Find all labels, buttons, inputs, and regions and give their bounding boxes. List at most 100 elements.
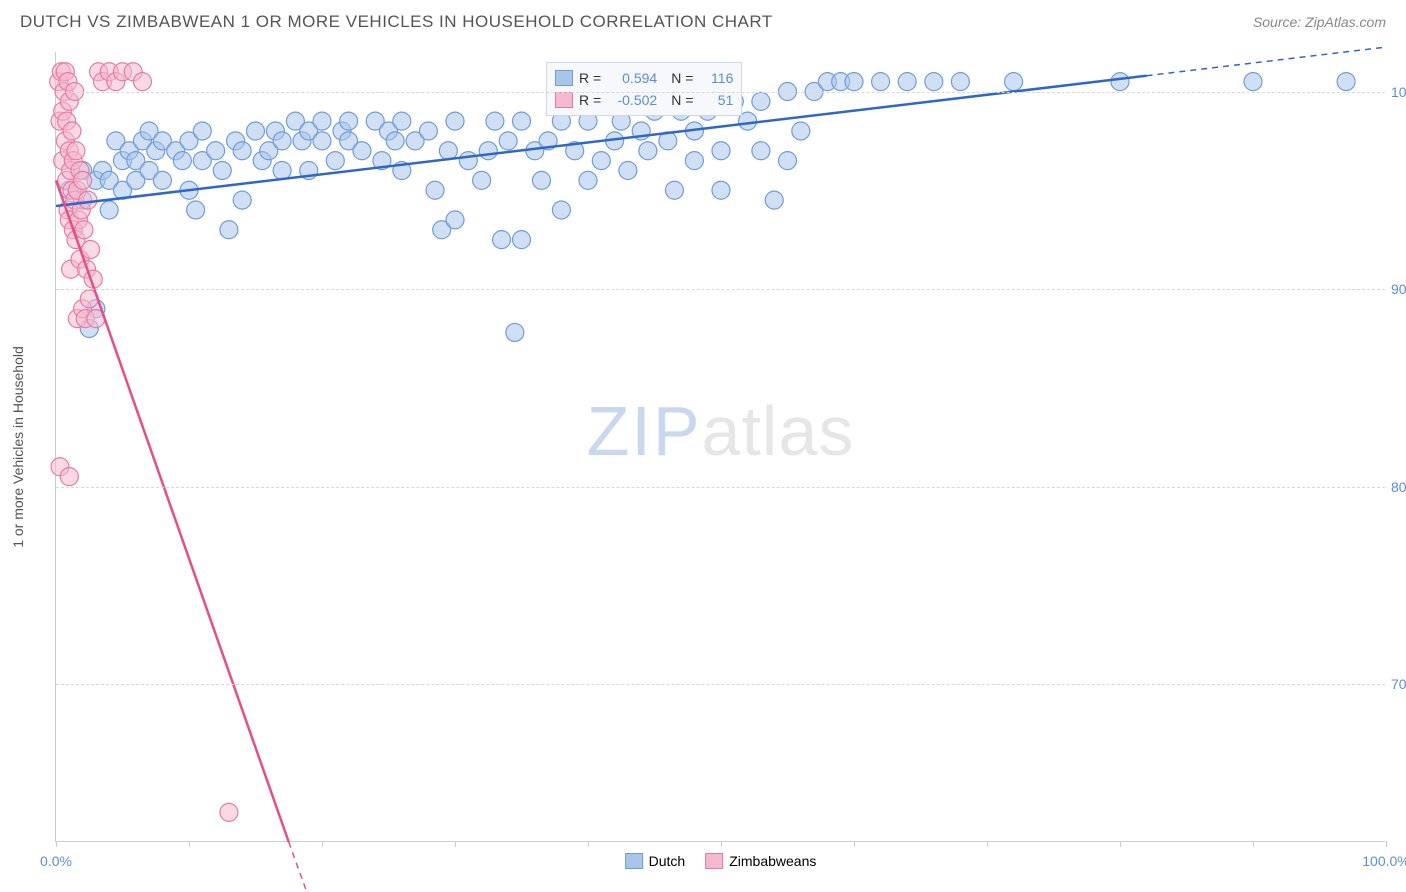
xtick <box>1386 841 1387 847</box>
data-point <box>340 112 358 130</box>
xtick <box>189 841 190 847</box>
data-point <box>473 171 491 189</box>
data-point <box>233 142 251 160</box>
gridline <box>56 684 1385 685</box>
gridline <box>56 289 1385 290</box>
data-point <box>207 142 225 160</box>
data-point <box>75 221 93 239</box>
data-point <box>386 132 404 150</box>
data-point <box>79 191 97 209</box>
legend-item: Zimbabweans <box>705 853 816 869</box>
gridline <box>56 487 1385 488</box>
legend-r-label: R = <box>579 70 601 86</box>
data-point <box>313 132 331 150</box>
data-point <box>233 191 251 209</box>
y-axis-title: 1 or more Vehicles in Household <box>10 346 26 548</box>
data-point <box>712 142 730 160</box>
data-point <box>459 152 477 170</box>
data-point <box>313 112 331 130</box>
xtick <box>588 841 589 847</box>
data-point <box>898 73 916 91</box>
data-point <box>619 162 637 180</box>
data-point <box>63 122 81 140</box>
data-point <box>665 181 683 199</box>
legend-n-value: 116 <box>699 70 733 86</box>
data-point <box>872 73 890 91</box>
chart-header: DUTCH VS ZIMBABWEAN 1 OR MORE VEHICLES I… <box>0 0 1406 40</box>
data-point <box>925 73 943 91</box>
data-point <box>273 132 291 150</box>
data-point <box>213 162 231 180</box>
xtick <box>455 841 456 847</box>
xtick <box>854 841 855 847</box>
data-point <box>419 122 437 140</box>
legend-row: R = 0.594 N = 116 <box>555 67 733 89</box>
chart-source: Source: ZipAtlas.com <box>1253 14 1386 30</box>
data-point <box>752 142 770 160</box>
data-point <box>100 201 118 219</box>
ytick-label: 90.0% <box>1391 281 1406 297</box>
legend-series: Dutch Zimbabweans <box>625 853 817 869</box>
data-point <box>1005 73 1023 91</box>
data-point <box>479 142 497 160</box>
data-point <box>765 191 783 209</box>
legend-swatch <box>555 92 573 108</box>
xtick <box>56 841 57 847</box>
xtick <box>721 841 722 847</box>
legend-item: Dutch <box>625 853 686 869</box>
data-point <box>67 142 85 160</box>
data-point <box>532 171 550 189</box>
trend-line-extrapolated <box>1147 47 1386 76</box>
xtick-label: 0.0% <box>40 853 72 869</box>
legend-swatch <box>625 853 643 869</box>
data-point <box>74 171 92 189</box>
data-point <box>187 201 205 219</box>
ytick-label: 70.0% <box>1391 676 1406 692</box>
data-point <box>493 231 511 249</box>
data-point <box>273 162 291 180</box>
xtick <box>1253 841 1254 847</box>
legend-n-label: N = <box>671 70 693 86</box>
data-point <box>752 92 770 110</box>
data-point <box>486 112 504 130</box>
data-point <box>506 323 524 341</box>
legend-swatch <box>555 70 573 86</box>
ytick-label: 100.0% <box>1391 84 1406 100</box>
data-point <box>60 468 78 486</box>
legend-n-label: N = <box>671 92 693 108</box>
legend-label: Zimbabweans <box>729 853 816 869</box>
data-point <box>1337 73 1355 91</box>
xtick <box>1120 841 1121 847</box>
data-point <box>499 132 517 150</box>
data-point <box>82 241 100 259</box>
data-point <box>1111 73 1129 91</box>
legend-n-value: 51 <box>699 92 733 108</box>
legend-r-value: -0.502 <box>607 92 657 108</box>
trend-line <box>56 180 289 842</box>
data-point <box>513 231 531 249</box>
chart-title: DUTCH VS ZIMBABWEAN 1 OR MORE VEHICLES I… <box>20 12 773 32</box>
ytick-label: 80.0% <box>1391 479 1406 495</box>
legend-r-value: 0.594 <box>607 70 657 86</box>
data-point <box>513 112 531 130</box>
data-point <box>792 122 810 140</box>
data-point <box>552 201 570 219</box>
data-point <box>426 181 444 199</box>
data-point <box>685 152 703 170</box>
data-point <box>193 122 211 140</box>
data-point <box>326 152 344 170</box>
xtick <box>322 841 323 847</box>
data-point <box>133 73 151 91</box>
data-point <box>247 122 265 140</box>
trend-line-extrapolated <box>289 842 389 892</box>
data-point <box>1244 73 1262 91</box>
data-point <box>393 112 411 130</box>
xtick-label: 100.0% <box>1362 853 1406 869</box>
legend-swatch <box>705 853 723 869</box>
data-point <box>446 211 464 229</box>
data-point <box>779 152 797 170</box>
legend-r-label: R = <box>579 92 601 108</box>
data-point <box>951 73 969 91</box>
data-point <box>353 142 371 160</box>
data-point <box>220 221 238 239</box>
